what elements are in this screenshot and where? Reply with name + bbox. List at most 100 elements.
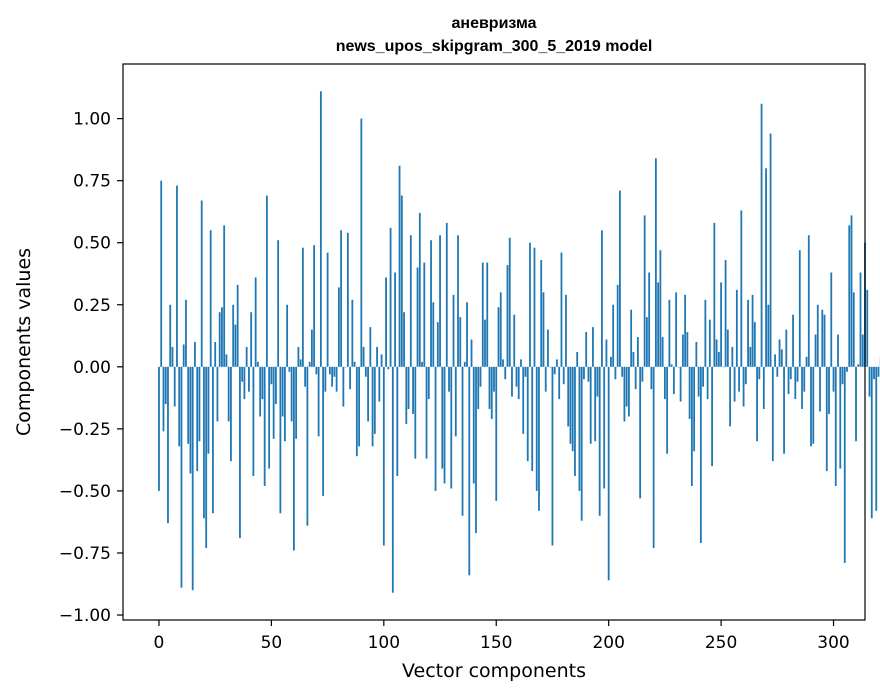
bar-component-66 xyxy=(306,366,309,526)
bar-component-310 xyxy=(855,366,857,442)
bar-component-43 xyxy=(254,277,257,367)
plot-frame xyxy=(122,63,866,621)
bar-component-275 xyxy=(776,366,779,377)
bar-component-319 xyxy=(875,366,878,511)
bar-component-56 xyxy=(283,366,286,442)
bar-component-186 xyxy=(576,351,579,367)
bar-component-4 xyxy=(167,366,169,524)
bar-component-101 xyxy=(385,277,387,367)
bar-component-15 xyxy=(191,366,194,591)
y-tick-label: 0.00 xyxy=(73,358,111,378)
bar-component-121 xyxy=(430,240,432,367)
bar-component-74 xyxy=(324,366,327,392)
bar-component-157 xyxy=(511,366,513,397)
bar-component-287 xyxy=(803,366,806,392)
bar-component-207 xyxy=(623,366,626,422)
bar-component-28 xyxy=(221,307,223,367)
bar-component-173 xyxy=(547,329,549,367)
bar-component-139 xyxy=(470,339,473,367)
bar-component-175 xyxy=(551,366,554,546)
bar-component-249 xyxy=(717,351,720,367)
bar-component-288 xyxy=(805,356,808,367)
bar-component-199 xyxy=(605,339,608,367)
bar-component-256 xyxy=(733,366,736,402)
bar-component-79 xyxy=(335,366,338,392)
bar-component-105 xyxy=(394,272,396,367)
bar-component-8 xyxy=(176,185,178,367)
bar-component-61 xyxy=(295,366,298,439)
bar-component-190 xyxy=(585,332,588,367)
bar-component-111 xyxy=(407,366,410,410)
bar-component-213 xyxy=(637,337,639,367)
bar-component-40 xyxy=(248,366,250,392)
bar-component-102 xyxy=(387,366,390,370)
bar-component-268 xyxy=(760,103,763,367)
bar-component-33 xyxy=(232,304,235,367)
bar-component-3 xyxy=(164,366,167,405)
bar-component-270 xyxy=(765,168,767,367)
bar-component-72 xyxy=(319,91,322,367)
bar-component-46 xyxy=(261,366,264,400)
bar-component-38 xyxy=(243,366,246,400)
bar-component-91 xyxy=(362,346,365,367)
bar-component-100 xyxy=(382,366,385,546)
bar-component-116 xyxy=(418,212,421,367)
bar-component-145 xyxy=(484,319,486,367)
bar-component-316 xyxy=(868,366,871,397)
bar-component-140 xyxy=(472,366,475,484)
bar-component-203 xyxy=(614,366,617,380)
bar-component-245 xyxy=(708,319,711,367)
bar-component-311 xyxy=(857,364,860,367)
bar-component-280 xyxy=(787,366,790,395)
x-tick-label: 200 xyxy=(592,633,624,653)
bar-component-96 xyxy=(373,366,376,434)
x-tick-label: 250 xyxy=(705,633,737,653)
bar-component-52 xyxy=(275,366,277,405)
bar-component-89 xyxy=(358,366,360,447)
bar-component-32 xyxy=(230,366,232,462)
bar-component-10 xyxy=(180,366,183,588)
y-tick-label: −0.25 xyxy=(59,420,111,440)
x-tick-label: 100 xyxy=(368,633,400,653)
bar-component-34 xyxy=(234,324,237,367)
y-tick-label: 0.50 xyxy=(73,234,111,254)
bar-component-201 xyxy=(610,356,612,367)
bar-component-150 xyxy=(495,366,498,501)
bar-component-313 xyxy=(861,334,864,367)
bar-component-159 xyxy=(515,366,518,387)
bar-component-292 xyxy=(814,334,817,367)
bar-component-29 xyxy=(223,225,226,367)
bar-component-126 xyxy=(441,366,444,469)
bar-component-23 xyxy=(209,230,212,367)
bar-component-274 xyxy=(774,354,776,367)
bar-component-276 xyxy=(778,339,781,367)
bar-component-136 xyxy=(463,361,466,367)
bar-component-228 xyxy=(670,364,673,367)
bar-component-205 xyxy=(619,190,621,367)
bar-component-235 xyxy=(686,332,689,367)
bar-component-118 xyxy=(423,262,426,367)
bar-component-59 xyxy=(290,366,293,422)
bar-component-71 xyxy=(317,366,320,437)
bar-component-234 xyxy=(684,294,687,367)
bar-component-284 xyxy=(796,366,799,382)
y-tick-label: −1.00 xyxy=(59,606,111,626)
bar-component-251 xyxy=(722,366,725,368)
bar-component-301 xyxy=(834,366,837,486)
bar-component-68 xyxy=(310,329,313,367)
x-tick-label: 0 xyxy=(154,633,165,653)
bar-component-57 xyxy=(286,304,289,367)
bar-component-125 xyxy=(439,235,441,367)
bar-component-47 xyxy=(263,366,266,486)
bar-component-88 xyxy=(355,366,358,457)
bar-component-282 xyxy=(792,314,794,367)
bar-component-124 xyxy=(436,322,439,367)
bar-component-94 xyxy=(369,327,372,367)
bar-component-103 xyxy=(389,227,392,367)
bar-component-279 xyxy=(785,329,788,367)
bar-component-244 xyxy=(706,366,709,400)
bar-component-64 xyxy=(301,247,304,367)
bar-component-231 xyxy=(677,366,680,368)
bar-component-302 xyxy=(837,334,839,367)
bar-component-252 xyxy=(724,260,727,367)
